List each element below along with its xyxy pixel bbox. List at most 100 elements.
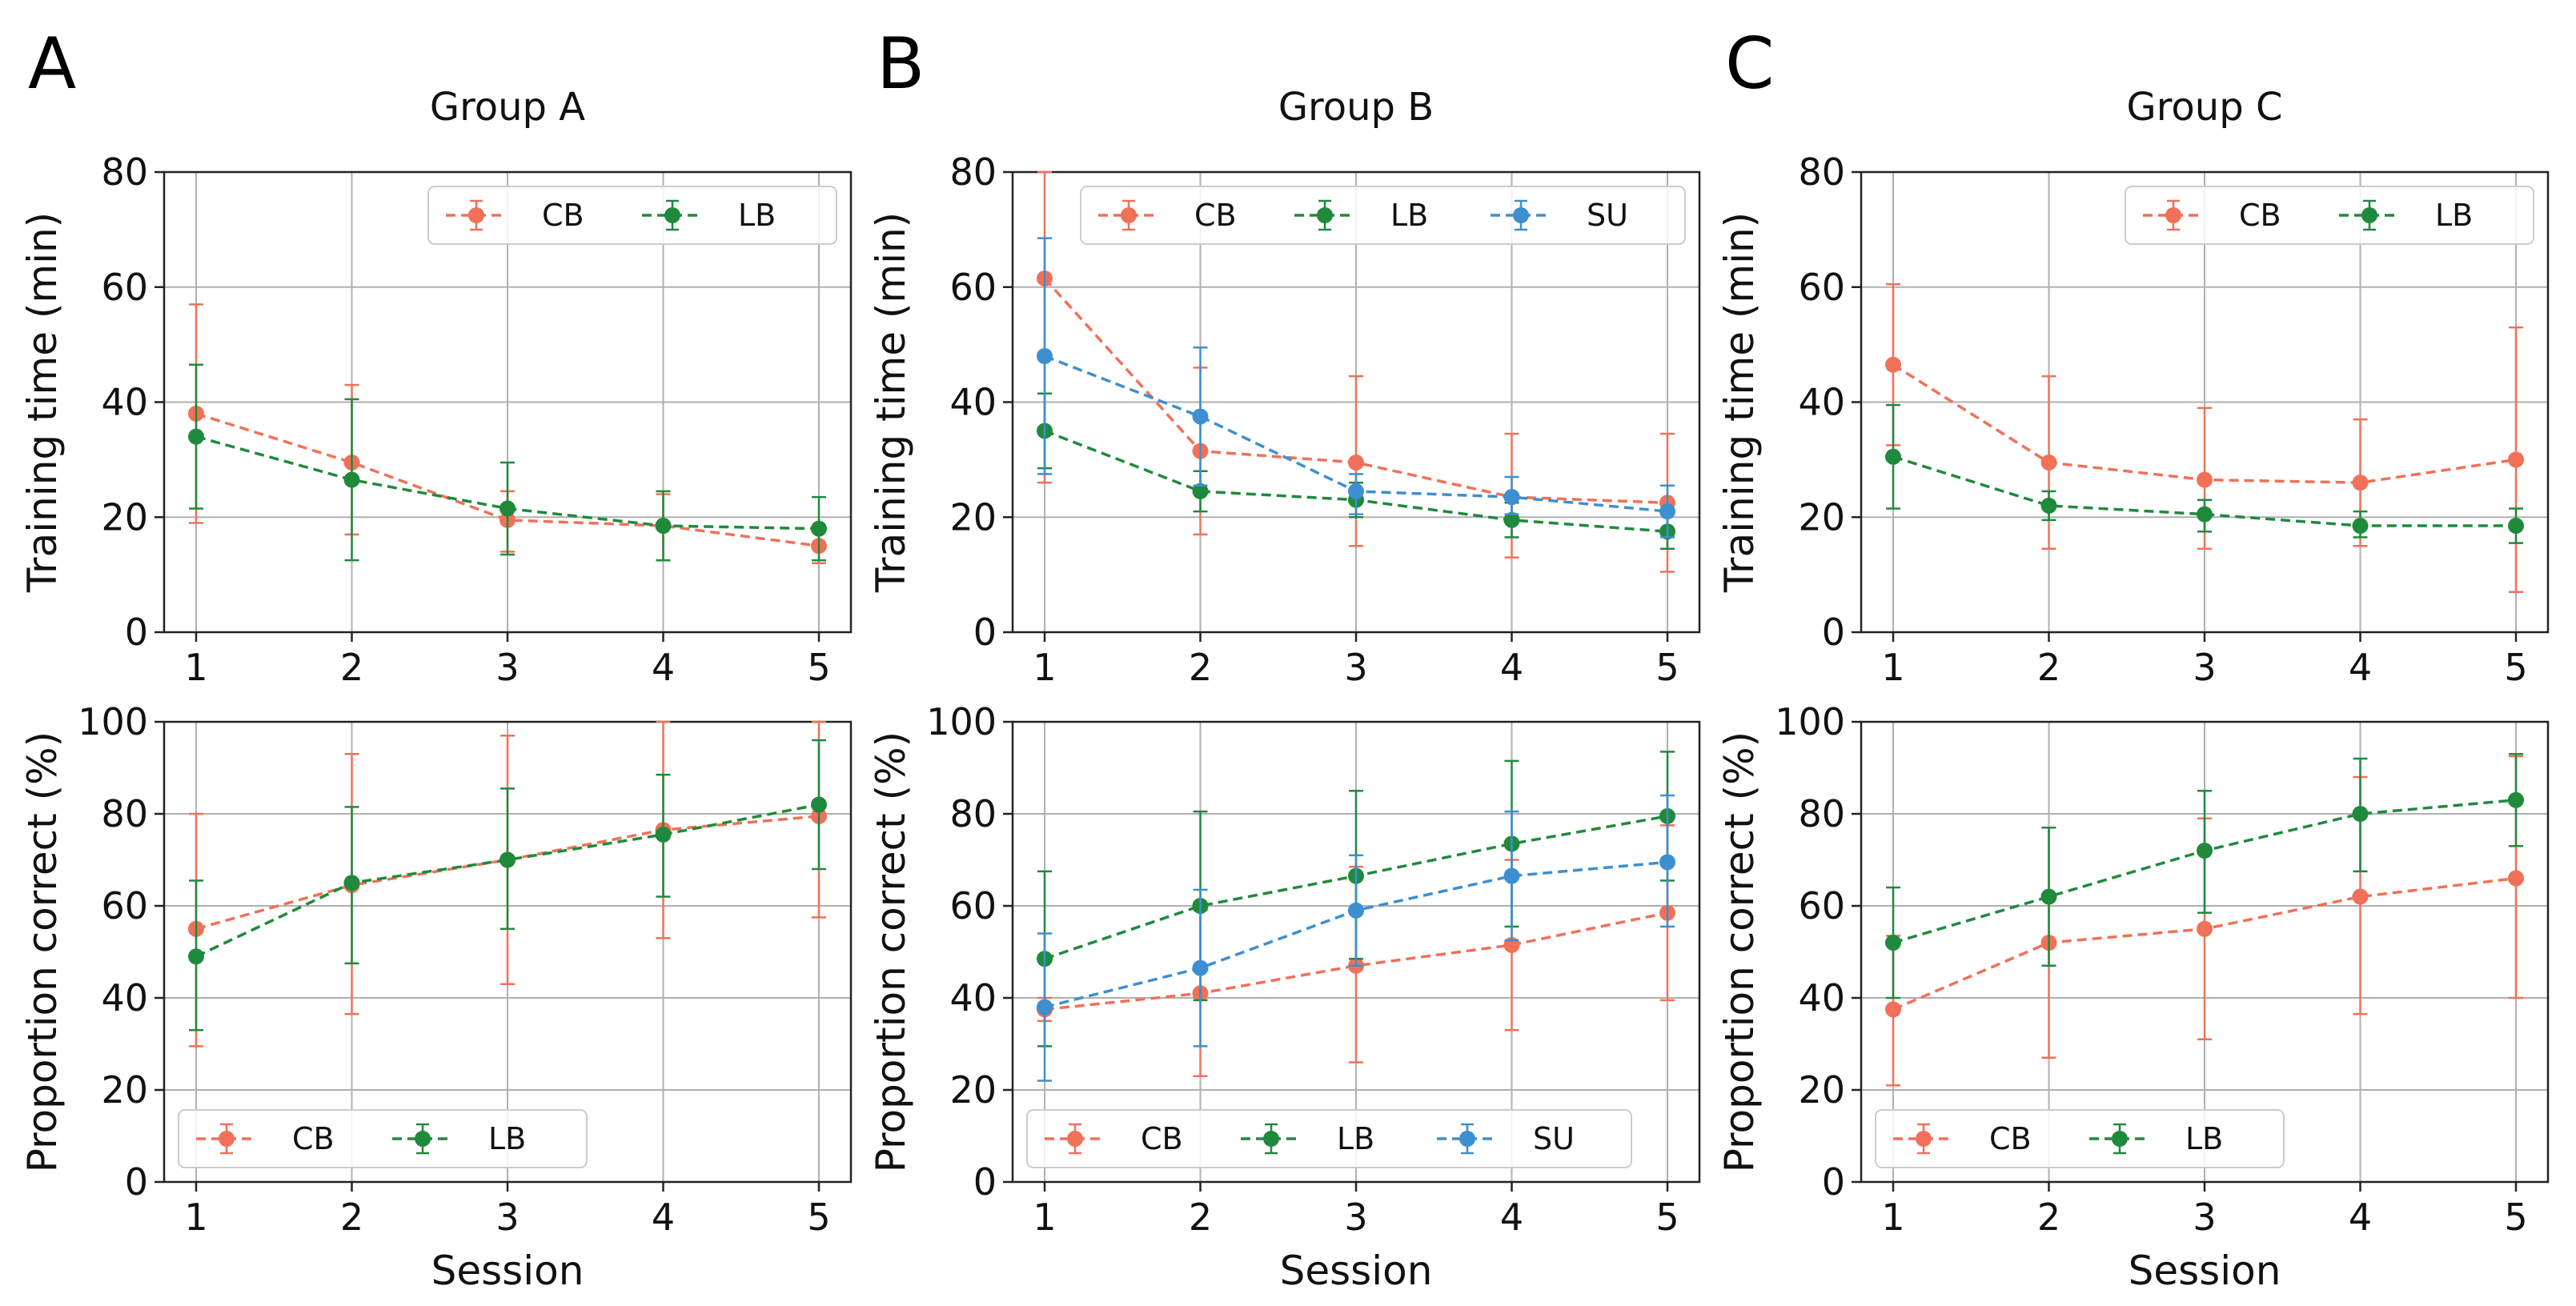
data-point <box>811 520 827 537</box>
legend-label: CB <box>1141 1121 1183 1156</box>
y-tick-label: 80 <box>1798 792 1845 835</box>
panel-letter: C <box>1725 22 1774 105</box>
y-tick-label: 100 <box>78 700 148 743</box>
data-point <box>188 948 204 965</box>
y-axis-label: Training time (min) <box>1716 212 1763 593</box>
chart-panel-3: 1 2 3 4 5 0 20 40 60 80 Training time (min) Group B… <box>868 22 1701 689</box>
data-point <box>2352 888 2369 905</box>
legend-label: LB <box>2185 1121 2223 1156</box>
legend-label: LB <box>2435 198 2473 233</box>
legend-box <box>2125 186 2534 245</box>
x-tick-label: 4 <box>1500 646 1523 689</box>
y-tick-label: 20 <box>1798 495 1845 539</box>
x-tick-label: 3 <box>2193 1196 2216 1239</box>
data-point <box>655 518 672 535</box>
data-point <box>2197 471 2213 488</box>
series-LB <box>188 739 827 1032</box>
data-point <box>343 875 360 891</box>
legend-marker <box>1916 1131 1932 1147</box>
x-tick-label: 5 <box>1655 1196 1679 1239</box>
x-tick-label: 2 <box>340 1196 363 1239</box>
series-LB <box>1885 403 2524 544</box>
data-point <box>1885 1001 1901 1018</box>
legend-marker <box>1459 1131 1475 1147</box>
legend-marker <box>1317 207 1333 223</box>
x-tick-label: 3 <box>2193 646 2216 689</box>
x-tick-label: 4 <box>2349 1196 2372 1239</box>
y-axis-label: Proportion correct (%) <box>1716 731 1763 1172</box>
data-point <box>1348 454 1364 471</box>
legend-marker <box>1121 207 1137 223</box>
x-tick-label: 4 <box>652 1196 675 1239</box>
x-tick-label: 2 <box>2037 646 2060 689</box>
y-tick-label: 80 <box>949 792 997 835</box>
y-tick-label: 0 <box>125 1160 148 1204</box>
legend-label: CB <box>1194 198 1237 233</box>
legend-label: LB <box>1337 1121 1374 1156</box>
data-point <box>1885 448 1901 465</box>
x-tick-label: 5 <box>1655 646 1679 689</box>
y-tick-label: 80 <box>1798 150 1845 194</box>
y-tick-label: 80 <box>101 150 148 194</box>
x-tick-label: 4 <box>2349 646 2372 689</box>
legend-label: CB <box>1989 1121 2032 1156</box>
data-point <box>811 796 827 813</box>
y-tick-label: 40 <box>949 381 997 424</box>
series-line <box>1044 911 1668 1012</box>
series-line <box>195 803 820 958</box>
data-point <box>2040 497 2057 514</box>
x-tick-label: 1 <box>1881 646 1904 689</box>
data-point <box>2197 506 2213 523</box>
x-tick-label: 5 <box>2504 646 2527 689</box>
y-tick-label: 40 <box>949 976 997 1020</box>
y-tick-label: 60 <box>1798 266 1845 309</box>
y-tick-label: 40 <box>101 381 148 424</box>
legend-marker <box>219 1131 235 1147</box>
data-point <box>1037 999 1053 1016</box>
data-point <box>500 500 516 517</box>
data-point <box>188 428 204 445</box>
y-tick-label: 60 <box>949 884 997 927</box>
x-tick-label: 5 <box>2504 1196 2527 1239</box>
series-LB <box>1885 753 2524 1000</box>
chart-panel-1: 1 2 3 4 5 0 20 40 60 80 Training time (min) Group A… <box>19 22 853 689</box>
legend-label: LB <box>1390 198 1428 233</box>
legend-marker <box>664 207 680 223</box>
data-point <box>1659 503 1675 520</box>
y-tick-label: 60 <box>101 884 148 927</box>
chart-panel-5: 1 2 3 4 5 0 20 40 60 80 Training time (min) Group C… <box>1716 22 2550 689</box>
series-LB <box>188 363 827 562</box>
chart-panel-6: 1 2 3 4 5 0 20 40 60 80 100 Proportion correct (%) S… <box>1716 700 2550 1294</box>
y-tick-label: 40 <box>1798 381 1845 424</box>
data-point <box>1192 959 1209 976</box>
chart-title: Group C <box>2127 85 2283 130</box>
data-point <box>1885 356 1901 373</box>
x-tick-label: 1 <box>1881 1196 1904 1239</box>
y-axis-label: Proportion correct (%) <box>868 731 914 1172</box>
legend-marker <box>468 207 484 223</box>
series-line <box>195 412 820 547</box>
legend-label: SU <box>1533 1121 1575 1156</box>
data-point <box>2040 454 2057 471</box>
legend: CB LB SU <box>1080 186 1686 245</box>
x-axis-label: Session <box>2129 1248 2281 1294</box>
x-tick-label: 1 <box>1033 1196 1056 1239</box>
y-tick-label: 20 <box>101 495 148 539</box>
x-axis-label: Session <box>431 1248 584 1294</box>
legend-marker <box>1513 207 1529 223</box>
y-axis-label: Training time (min) <box>19 212 66 593</box>
x-tick-label: 1 <box>184 646 207 689</box>
legend-label: CB <box>2239 198 2281 233</box>
legend: CB LB <box>178 1109 588 1168</box>
legend-marker <box>1067 1131 1083 1147</box>
data-point <box>2508 870 2524 887</box>
x-tick-label: 2 <box>1189 1196 1212 1239</box>
y-axis-label: Training time (min) <box>868 212 914 593</box>
x-tick-label: 2 <box>340 646 363 689</box>
y-tick-label: 40 <box>101 976 148 1020</box>
data-point <box>2508 518 2524 535</box>
x-tick-label: 5 <box>807 646 830 689</box>
series-CB <box>1885 282 2524 593</box>
x-tick-label: 2 <box>1189 646 1212 689</box>
y-tick-label: 20 <box>101 1068 148 1112</box>
